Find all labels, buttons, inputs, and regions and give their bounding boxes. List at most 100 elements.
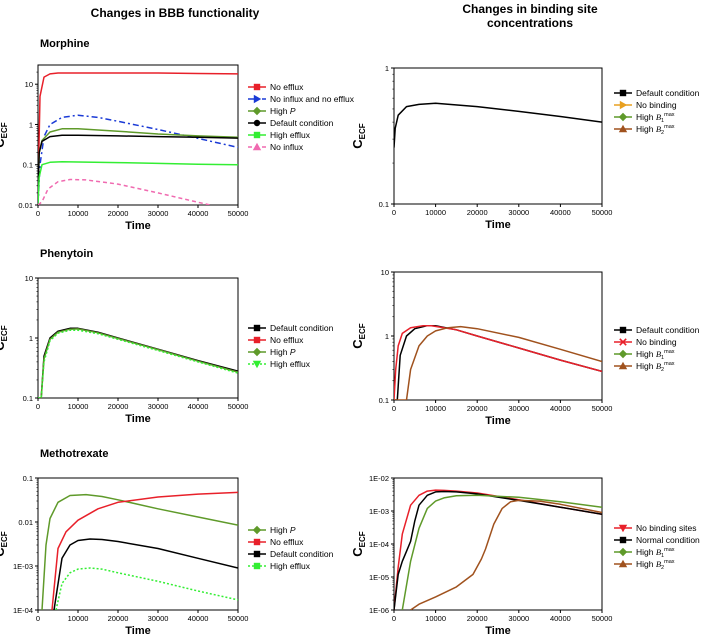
x-tick-label: 10000	[425, 404, 446, 413]
y-tick-label: 1E-03	[13, 562, 33, 571]
legend-label: Default condition	[270, 323, 334, 333]
x-tick-label: 20000	[108, 402, 129, 411]
series-line-high-efflux	[38, 161, 238, 205]
x-axis-label: Time	[125, 625, 150, 637]
y-axis-label: CECF	[350, 531, 367, 557]
x-tick-label: 40000	[550, 404, 571, 413]
x-tick-label: 10000	[68, 402, 89, 411]
x-tick-label: 0	[392, 404, 396, 413]
legend-label: High B2max	[636, 361, 675, 373]
x-tick-label: 0	[392, 208, 396, 217]
legend-label: Default condition	[636, 325, 700, 335]
x-tick-label: 20000	[467, 404, 488, 413]
row-title-methotrexate: Methotrexate	[40, 448, 109, 460]
y-tick-label: 1	[385, 64, 389, 73]
legend-label: No efflux	[270, 335, 304, 345]
x-tick-label: 30000	[508, 208, 529, 217]
x-tick-label: 30000	[508, 614, 529, 623]
x-tick-label: 10000	[425, 208, 446, 217]
series-line-high-b2max	[410, 499, 602, 610]
column-title-binding: Changes in binding site concentrations	[405, 2, 655, 30]
legend-label: High P	[270, 347, 296, 357]
plot-frame	[37, 477, 239, 611]
x-tick-label: 40000	[188, 614, 209, 623]
legend-marker	[252, 525, 262, 535]
legend-marker	[618, 112, 628, 122]
x-tick-label: 30000	[508, 404, 529, 413]
legend-label: No influx	[270, 142, 304, 152]
chart-morphine-bbb: 0 10000 20000 30000 40000 50000 0.01 0.1 1 10 Time…	[0, 64, 355, 232]
x-tick-label: 10000	[68, 614, 89, 623]
chart-phenytoin-bbb: 0 10000 20000 30000 40000 50000 0.1 1 10 Time CECF…	[0, 274, 334, 425]
legend-marker	[618, 524, 628, 533]
x-tick-label: 30000	[148, 614, 169, 623]
legend-marker	[619, 338, 627, 346]
series-line-high-b2max	[394, 325, 602, 400]
column-title-binding-line1: Changes in binding site	[462, 2, 598, 16]
x-tick-label: 50000	[228, 614, 249, 623]
series-line-high-p	[38, 128, 238, 193]
legend-label: High P	[270, 106, 296, 116]
y-axis-label: CECF	[0, 325, 9, 351]
legend-marker	[253, 336, 261, 344]
column-title-binding-line2: concentrations	[486, 16, 573, 30]
x-tick-label: 0	[36, 209, 40, 218]
legend-marker	[252, 142, 262, 151]
legend-marker	[619, 326, 627, 334]
legend: Default condition No binding High B1maxHig…	[614, 325, 700, 373]
chart-methotrexate-binding: 0 10000 20000 30000 40000 50000 1E-06 1E-05 1E-0…	[350, 474, 700, 637]
x-axis-label: Time	[125, 413, 150, 425]
legend-label: Default condition	[636, 88, 700, 98]
legend-marker	[619, 89, 627, 97]
series-line-default-condition	[53, 538, 238, 610]
column-title-bbb: Changes in BBB functionality	[90, 6, 260, 20]
series-line-no-influx	[38, 178, 211, 205]
x-axis-label: Time	[125, 220, 150, 232]
row-title-phenytoin: Phenytoin	[40, 248, 94, 260]
series-line-no-efflux	[51, 491, 238, 610]
y-axis-label: CECF	[350, 323, 367, 349]
legend-label: No binding	[636, 100, 677, 110]
x-tick-label: 30000	[148, 402, 169, 411]
x-tick-label: 50000	[592, 614, 613, 623]
legend-marker	[252, 106, 262, 116]
y-tick-label: 0.1	[23, 394, 33, 403]
y-tick-label: 10	[381, 268, 389, 277]
legend: Default condition No efflux High P High eff…	[248, 323, 334, 369]
plot-frame	[37, 64, 239, 206]
legend-marker	[253, 324, 261, 332]
y-tick-label: 1E-04	[369, 540, 389, 549]
y-tick-label: 0.1	[23, 474, 33, 483]
y-axis-label: CECF	[350, 123, 367, 149]
legend-label: Default condition	[270, 118, 334, 128]
legend-marker	[619, 100, 628, 110]
x-tick-label: 20000	[467, 614, 488, 623]
y-axis-label: CECF	[0, 531, 9, 557]
x-axis-label: Time	[485, 625, 510, 637]
legend-label: High B2max	[636, 559, 675, 571]
series-line-high-b1max	[401, 494, 602, 610]
legend-marker	[253, 94, 262, 104]
y-tick-label: 0.1	[23, 161, 33, 170]
y-tick-label: 1	[29, 334, 33, 343]
chart-methotrexate-bbb: 0 10000 20000 30000 40000 50000 1E-04 1E-03 0.01…	[0, 474, 334, 637]
legend-marker	[618, 349, 628, 359]
x-tick-label: 40000	[550, 208, 571, 217]
legend-marker	[253, 538, 261, 546]
y-tick-label: 0.1	[379, 396, 389, 405]
x-tick-label: 50000	[228, 209, 249, 218]
x-tick-label: 0	[392, 614, 396, 623]
series-line-default-condition	[38, 134, 238, 193]
x-tick-label: 20000	[467, 208, 488, 217]
legend-label: No influx and no efflux	[270, 94, 355, 104]
x-tick-label: 50000	[228, 402, 249, 411]
series-line-high-p	[41, 493, 238, 610]
x-tick-label: 40000	[188, 402, 209, 411]
plot-frame	[393, 271, 603, 401]
series-line-high-efflux	[38, 329, 238, 398]
y-tick-label: 1E-02	[369, 474, 389, 483]
legend-marker	[253, 131, 261, 139]
legend-marker	[253, 119, 261, 127]
x-axis-label: Time	[485, 415, 510, 427]
